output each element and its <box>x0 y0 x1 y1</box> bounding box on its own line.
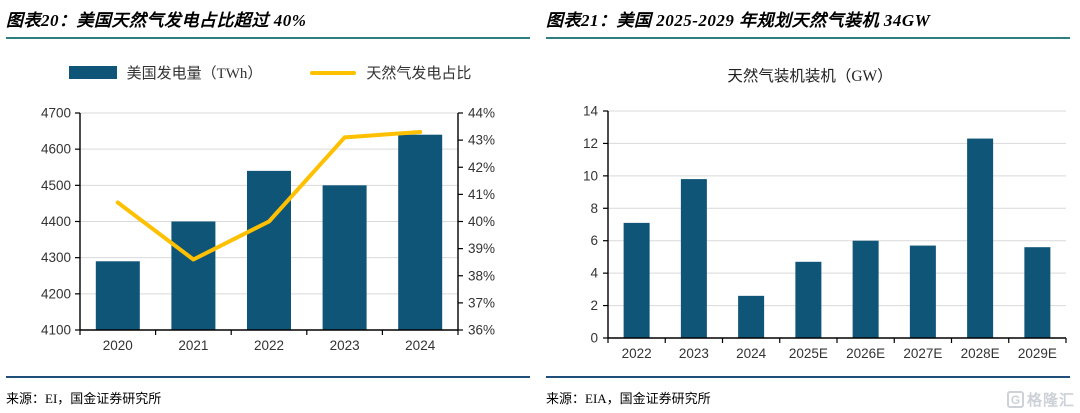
x-axis-label: 2025E <box>789 346 828 361</box>
x-axis-label: 2023 <box>679 346 709 361</box>
left-figure-title: 图表20：美国天然气发电占比超过 40% <box>6 6 530 39</box>
left-source-note: 来源：EI，国金证券研究所 <box>6 376 530 407</box>
combo-chart-us-generation: 4100 4200 4300 4400 4500 4600 4700 36% 37% 38% 39%… <box>41 106 495 354</box>
left-panel: 图表20：美国天然气发电占比超过 40% 美国发电量（TWh） 天然气发电占比 … <box>0 6 540 407</box>
right-chart-title: 天然气装机装机（GW） <box>727 68 893 85</box>
left-axis-label: 4100 <box>41 323 71 338</box>
bar-2020 <box>95 261 140 330</box>
legend-item-gas-share: 天然气发电占比 <box>310 62 471 83</box>
left-axis-label: 4600 <box>41 142 71 157</box>
bar-2026E <box>852 240 879 338</box>
x-axis-label: 2022 <box>254 338 284 353</box>
legend-label: 美国发电量（TWh） <box>126 66 263 82</box>
bar-2022 <box>623 222 650 338</box>
gas-share-line <box>115 129 423 262</box>
x-axis-label: 2023 <box>330 338 360 353</box>
x-axis-label: 2022 <box>622 346 652 361</box>
y-axis-label: 10 <box>583 168 598 183</box>
left-axis-label: 4200 <box>41 286 71 301</box>
y-axis-label: 6 <box>590 233 598 248</box>
bar-2025E <box>795 261 822 338</box>
y-axis-label: 8 <box>590 201 598 216</box>
left-chart-legend: 美国发电量（TWh） 天然气发电占比 <box>0 62 540 83</box>
x-axis-label: 2020 <box>103 338 133 353</box>
y-axis-label: 4 <box>590 266 598 281</box>
legend-item-generation: 美国发电量（TWh） <box>68 62 263 83</box>
right-source-note: 来源：EIA，国金证券研究所 <box>546 376 1070 407</box>
bar-chart-gas-capacity: 0 2 4 6 8 10 12 14 2022 2023 2024 2025E 2026E 2027E 20… <box>583 104 1067 361</box>
bar-2029E <box>1024 247 1051 338</box>
bar-2027E <box>909 245 936 338</box>
left-axis-label: 4500 <box>41 178 71 193</box>
legend-bar-swatch <box>68 66 117 79</box>
right-panel: 图表21：美国 2025-2029 年规划天然气装机 34GW 天然气装机装机（… <box>540 0 1080 413</box>
bar-2022 <box>247 170 291 330</box>
left-axis-label: 4400 <box>41 214 71 229</box>
x-axis-label: 2029E <box>1018 346 1057 361</box>
y-axis-label: 2 <box>590 298 598 313</box>
gelonghui-logo-text: 格隆汇 <box>1026 392 1075 409</box>
y-axis-label: 14 <box>583 104 599 119</box>
x-axis-label: 2021 <box>178 338 208 353</box>
right-axis-label: 37% <box>468 295 495 310</box>
left-axis-label: 4700 <box>41 106 71 121</box>
right-axis-label: 36% <box>468 323 495 338</box>
right-axis-label: 39% <box>468 241 495 256</box>
right-axis-label: 43% <box>468 133 495 148</box>
right-axis-label: 38% <box>468 268 495 283</box>
bar-2028E <box>967 138 994 338</box>
bar-2024 <box>398 134 443 330</box>
gelonghui-watermark: G 格隆汇 <box>1006 389 1075 410</box>
legend-line-swatch <box>310 70 357 75</box>
left-axis-label: 4300 <box>41 250 71 265</box>
right-axis-label: 41% <box>468 187 495 202</box>
bar-2021 <box>171 221 216 330</box>
right-axis-label: 40% <box>468 214 495 229</box>
right-axis-label: 42% <box>468 160 495 175</box>
bar-2023 <box>680 179 707 338</box>
right-figure-title: 图表21：美国 2025-2029 年规划天然气装机 34GW <box>546 6 1070 39</box>
x-axis-label: 2028E <box>961 346 1000 361</box>
right-axis-label: 44% <box>468 106 495 121</box>
legend-label: 天然气发电占比 <box>366 66 472 82</box>
x-axis-label: 2026E <box>846 346 885 361</box>
x-axis-label: 2024 <box>405 338 436 353</box>
x-axis-label: 2024 <box>736 346 767 361</box>
bar-2024 <box>738 295 765 338</box>
x-axis-label: 2027E <box>903 346 942 361</box>
gelonghui-logo-icon: G <box>1006 391 1024 408</box>
bar-2023 <box>322 185 367 330</box>
y-axis-label: 12 <box>583 136 598 151</box>
y-axis-label: 0 <box>590 331 598 346</box>
